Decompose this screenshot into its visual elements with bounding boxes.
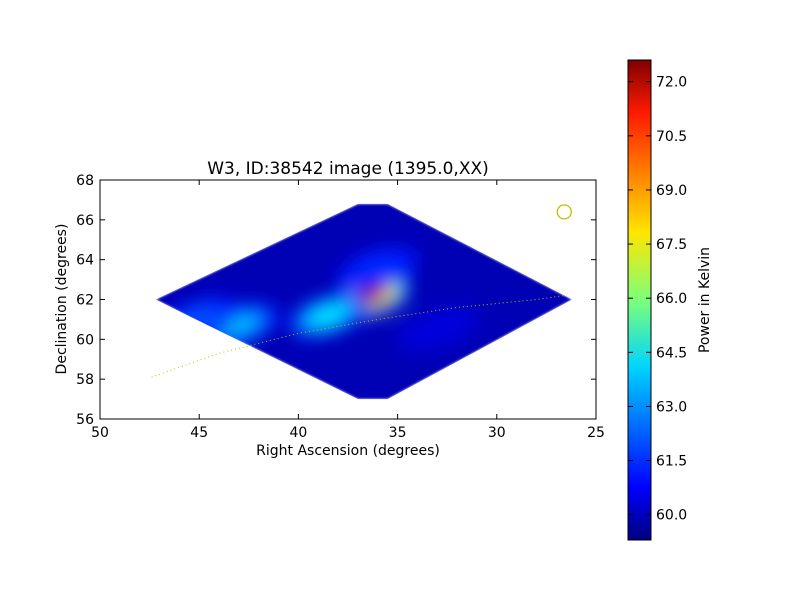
x-tick-label-2: 40 [289, 425, 307, 441]
colorbar-tick-label-4: 66.0 [656, 291, 687, 307]
colorbar-tick-label-7: 70.5 [656, 129, 687, 145]
source-4-level-1 [353, 256, 402, 284]
y-tick-label-1: 58 [76, 372, 94, 388]
colorbar-tick-label-5: 67.5 [656, 237, 687, 253]
colorbar-tick-label-6: 69.0 [656, 183, 687, 199]
source-1-level-3 [312, 306, 345, 325]
colorbar [627, 59, 652, 541]
colorbar-label: Power in Kelvin [697, 247, 713, 353]
heatmap-footprint [155, 203, 573, 400]
colorbar-tick-label-0: 60.0 [656, 508, 687, 524]
colorbar-tick-label-8: 72.0 [656, 75, 687, 91]
x-tick-label-3: 35 [389, 425, 407, 441]
colorbar-tick-label-3: 64.5 [656, 345, 687, 361]
colorbar-ticks: 60.0 61.5 63.0 64.5 66.0 67.5 69.0 70.5 72.0 [628, 75, 687, 524]
x-tick-label-5: 25 [587, 425, 605, 441]
x-ticks: 50 45 40 35 30 25 [91, 180, 605, 441]
y-tick-label-4: 64 [76, 253, 94, 269]
y-tick-label-3: 62 [76, 293, 94, 309]
chart-title: W3, ID:38542 image (1395.0,XX) [207, 159, 489, 179]
y-axis-label: Declination (degrees) [54, 224, 70, 375]
marker-circle [556, 204, 572, 220]
colorbar-tick-label-1: 61.5 [656, 454, 687, 470]
y-tick-label-0: 56 [76, 412, 94, 428]
x-tick-label-4: 30 [488, 425, 506, 441]
source-5-level-0 [396, 307, 478, 352]
x-tick-label-1: 45 [190, 425, 208, 441]
x-axis-label: Right Ascension (degrees) [256, 443, 440, 459]
x-tick-label-0: 50 [91, 425, 109, 441]
y-tick-label-5: 66 [76, 213, 94, 229]
y-ticks: 56 58 60 62 64 66 68 [76, 173, 596, 428]
y-tick-label-2: 60 [76, 332, 94, 348]
emission-sources [158, 247, 478, 352]
colorbar-tick-label-2: 63.0 [656, 399, 687, 415]
y-tick-label-6: 68 [76, 173, 94, 189]
